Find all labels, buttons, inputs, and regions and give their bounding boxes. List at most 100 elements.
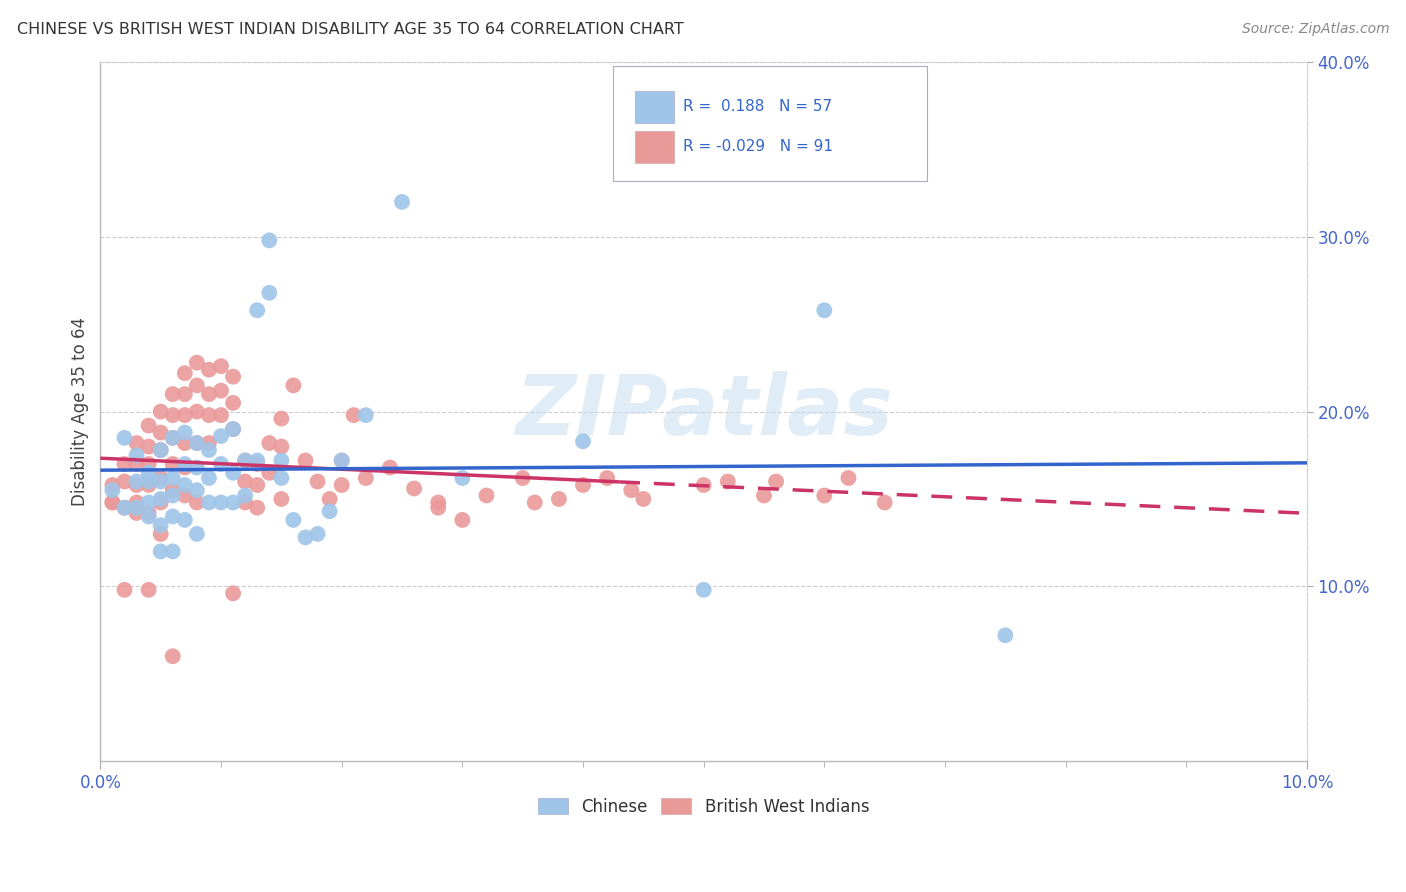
Point [246, 500, 269, 515]
Point [149, 443, 172, 458]
Point [173, 457, 195, 471]
Point [222, 422, 245, 436]
Point [186, 436, 208, 450]
Point [451, 513, 474, 527]
Point [246, 453, 269, 467]
Point [233, 488, 256, 502]
Point [692, 478, 714, 492]
Point [209, 495, 232, 509]
FancyBboxPatch shape [636, 130, 673, 162]
Point [307, 527, 329, 541]
Point [162, 649, 184, 664]
Text: R = -0.029   N = 91: R = -0.029 N = 91 [683, 139, 834, 154]
Point [330, 453, 353, 467]
Point [173, 460, 195, 475]
Point [186, 527, 208, 541]
Point [138, 506, 160, 520]
Point [294, 453, 316, 467]
Point [233, 453, 256, 467]
Point [451, 471, 474, 485]
Point [149, 404, 172, 418]
Point [114, 582, 136, 597]
Point [270, 491, 292, 506]
Point [125, 448, 148, 462]
Point [125, 500, 148, 515]
Point [114, 457, 136, 471]
Point [101, 483, 124, 498]
Point [198, 408, 221, 422]
Point [149, 527, 172, 541]
Point [173, 408, 195, 422]
Point [765, 475, 787, 489]
Text: ZIPatlas: ZIPatlas [515, 371, 893, 452]
Point [391, 194, 413, 209]
Point [572, 434, 595, 449]
Point [198, 443, 221, 458]
Point [173, 366, 195, 380]
Point [162, 483, 184, 498]
Point [125, 506, 148, 520]
Point [198, 362, 221, 376]
Point [186, 495, 208, 509]
Point [149, 443, 172, 458]
Point [752, 488, 775, 502]
Point [114, 500, 136, 515]
Point [138, 418, 160, 433]
Point [318, 504, 340, 518]
Point [138, 495, 160, 509]
Point [198, 495, 221, 509]
Point [475, 488, 498, 502]
Point [101, 495, 124, 509]
Point [994, 628, 1017, 642]
Text: CHINESE VS BRITISH WEST INDIAN DISABILITY AGE 35 TO 64 CORRELATION CHART: CHINESE VS BRITISH WEST INDIAN DISABILIT… [17, 22, 683, 37]
Point [283, 378, 305, 392]
Point [162, 509, 184, 524]
Point [198, 436, 221, 450]
Point [246, 478, 269, 492]
Point [149, 518, 172, 533]
Point [162, 431, 184, 445]
Point [209, 408, 232, 422]
Point [343, 408, 366, 422]
Point [138, 478, 160, 492]
Point [162, 488, 184, 502]
Point [270, 453, 292, 467]
Point [186, 404, 208, 418]
Point [149, 495, 172, 509]
Point [246, 303, 269, 318]
Point [125, 475, 148, 489]
Point [233, 495, 256, 509]
Point [873, 495, 896, 509]
Point [125, 495, 148, 509]
Point [259, 466, 281, 480]
Point [101, 478, 124, 492]
Point [138, 466, 160, 480]
Point [233, 475, 256, 489]
Point [283, 513, 305, 527]
Point [547, 491, 569, 506]
Point [138, 440, 160, 454]
Point [259, 285, 281, 300]
Point [233, 453, 256, 467]
Point [198, 387, 221, 401]
Point [186, 436, 208, 450]
Point [173, 387, 195, 401]
Point [270, 411, 292, 425]
Point [186, 460, 208, 475]
Point [162, 387, 184, 401]
Point [259, 436, 281, 450]
Point [354, 408, 377, 422]
Point [149, 544, 172, 558]
Point [330, 453, 353, 467]
Point [149, 475, 172, 489]
Point [222, 586, 245, 600]
Point [378, 460, 401, 475]
Point [173, 425, 195, 440]
Point [186, 378, 208, 392]
Point [427, 495, 450, 509]
Point [173, 488, 195, 502]
Point [633, 491, 655, 506]
Point [294, 530, 316, 544]
Point [222, 369, 245, 384]
Point [692, 582, 714, 597]
